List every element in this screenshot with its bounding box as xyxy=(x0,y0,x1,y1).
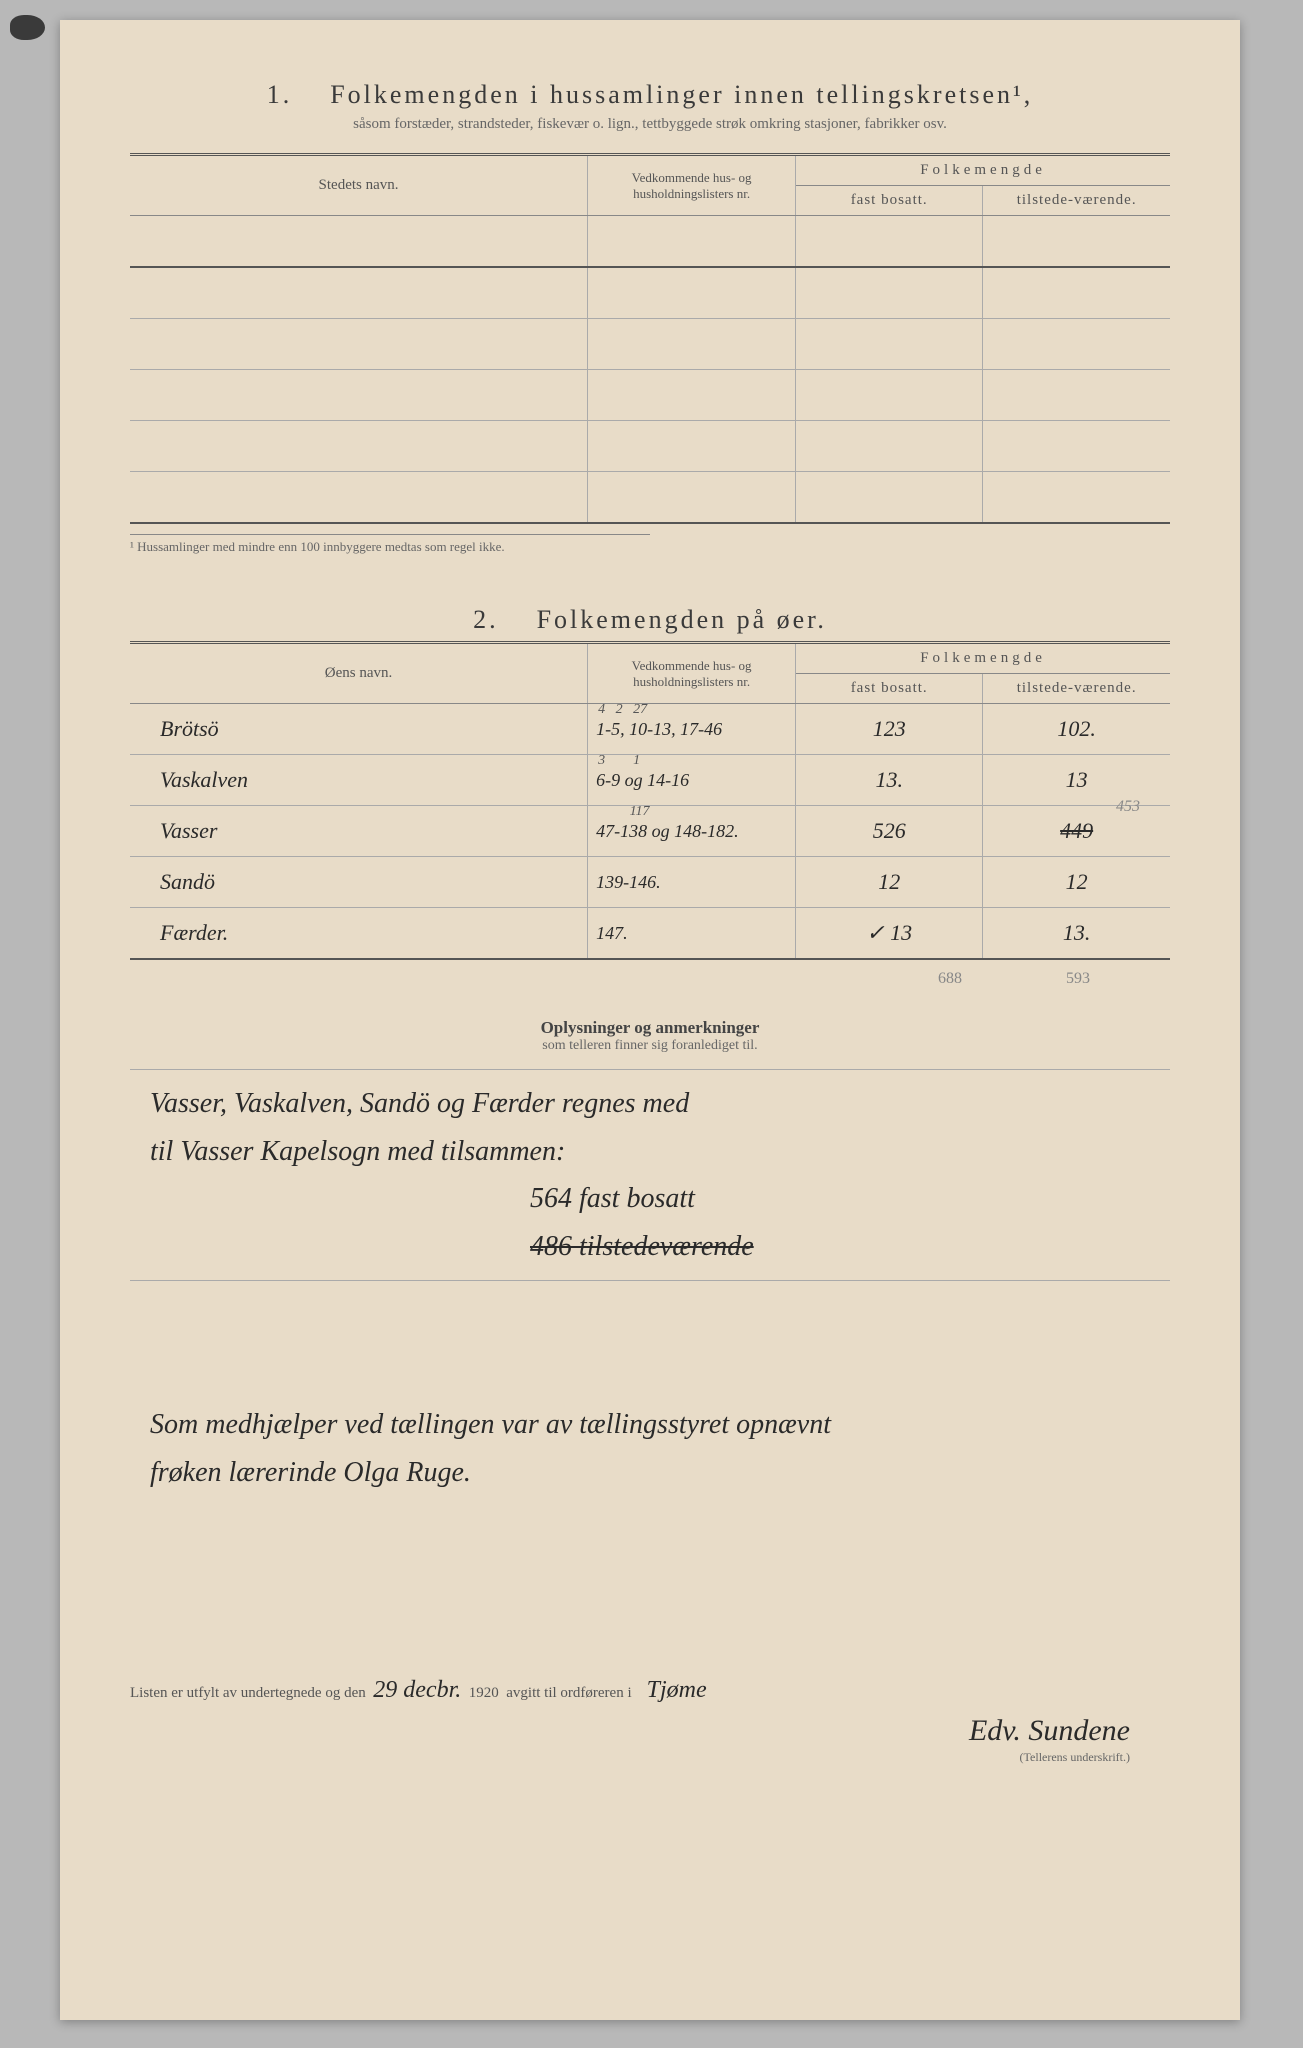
col-folkemengde: Folkemengde xyxy=(796,155,1170,186)
empty-cell xyxy=(588,267,796,319)
remark-text: til Vasser Kapelsogn med tilsammen: xyxy=(150,1136,565,1167)
footer-mid: avgitt til ordføreren i xyxy=(506,1685,631,1701)
footer-before: Listen er utfylt av undertegnede og den xyxy=(130,1685,366,1701)
island-fast: 123 xyxy=(796,704,983,755)
empty-cell xyxy=(130,319,588,370)
section1-number: 1. xyxy=(267,80,293,109)
corner-mark xyxy=(10,15,45,40)
island-nr: 4 2 271-5, 10-13, 17-46 xyxy=(588,704,796,755)
empty-cell xyxy=(588,216,796,268)
empty-cell xyxy=(130,267,588,319)
empty-cell xyxy=(796,370,983,421)
island-nr: 11747-138 og 148-182. xyxy=(588,806,796,857)
island-nr: 139-146. xyxy=(588,857,796,908)
empty-cell xyxy=(983,421,1170,472)
remarks-body: Vasser, Vaskalven, Sandö og Færder regne… xyxy=(130,1069,1170,1281)
remark-line: til Vasser Kapelsogn med tilsammen: xyxy=(130,1128,1170,1176)
island-til: 13 xyxy=(983,755,1170,806)
section1-title-text: Folkemengden i hussamlinger innen tellin… xyxy=(330,80,1033,109)
helper-line: Som medhjælper ved tællingen var av tæll… xyxy=(130,1401,1170,1449)
section2-title-text: Folkemengden på øer. xyxy=(537,605,827,634)
footer-place: Tjøme xyxy=(647,1677,707,1703)
empty-cell xyxy=(983,216,1170,268)
empty-cell xyxy=(796,319,983,370)
remark-total: 486 tilstedeværende xyxy=(130,1223,1170,1271)
remark-total: 564 fast bosatt xyxy=(130,1175,1170,1223)
footer-attestation: Listen er utfylt av undertegnede og den … xyxy=(130,1677,1170,1704)
col-listers-nr: Vedkommende hus- og husholdningslisters … xyxy=(588,155,796,216)
empty-cell xyxy=(796,216,983,268)
empty-cell xyxy=(588,319,796,370)
empty-cell xyxy=(983,267,1170,319)
col-tilstede: tilstede-værende. xyxy=(983,186,1170,216)
signature-block: Edv. Sundene xyxy=(130,1714,1170,1748)
col-stedets-navn: Stedets navn. xyxy=(130,155,588,216)
island-name: Sandö xyxy=(130,857,588,908)
col-folkemengde2: Folkemengde xyxy=(796,643,1170,674)
island-til: 12 xyxy=(983,857,1170,908)
island-name: Brötsö xyxy=(130,704,588,755)
section2-number: 2. xyxy=(473,605,499,634)
signature-label: (Tellerens underskrift.) xyxy=(130,1750,1170,1765)
empty-cell xyxy=(796,267,983,319)
totals-pencil: 688 593 xyxy=(130,970,1170,988)
island-til: 13. xyxy=(983,908,1170,960)
island-til: 453449 xyxy=(983,806,1170,857)
total-fast: 688 xyxy=(938,970,962,987)
empty-cell xyxy=(130,421,588,472)
empty-cell xyxy=(796,421,983,472)
document-page: 1. Folkemengden i hussamlinger innen tel… xyxy=(60,20,1240,2020)
empty-cell xyxy=(796,472,983,524)
empty-cell xyxy=(130,370,588,421)
table-oer: Øens navn. Vedkommende hus- og husholdni… xyxy=(130,641,1170,960)
footer-date: 29 decbr. xyxy=(373,1677,461,1703)
empty-cell xyxy=(130,472,588,524)
remark-total-strike: 486 tilstedeværende xyxy=(530,1231,754,1262)
empty-cell xyxy=(983,370,1170,421)
table-hussamlinger: Stedets navn. Vedkommende hus- og hushol… xyxy=(130,153,1170,524)
section1-title: 1. Folkemengden i hussamlinger innen tel… xyxy=(130,80,1170,110)
helper-line: frøken lærerinde Olga Ruge. xyxy=(130,1449,1170,1497)
island-fast: 12 xyxy=(796,857,983,908)
helper-note: Som medhjælper ved tællingen var av tæll… xyxy=(130,1401,1170,1496)
empty-cell xyxy=(983,472,1170,524)
empty-cell xyxy=(588,370,796,421)
island-fast: 526 xyxy=(796,806,983,857)
col-til2: tilstede-værende. xyxy=(983,674,1170,704)
section2-title: 2. Folkemengden på øer. xyxy=(130,605,1170,635)
empty-cell xyxy=(588,472,796,524)
island-name: Færder. xyxy=(130,908,588,960)
col-listers-nr2: Vedkommende hus- og husholdningslisters … xyxy=(588,643,796,704)
island-name: Vasser xyxy=(130,806,588,857)
col-oens-navn: Øens navn. xyxy=(130,643,588,704)
col-fast2: fast bosatt. xyxy=(796,674,983,704)
remarks-title: Oplysninger og anmerkninger xyxy=(130,1018,1170,1038)
island-fast: 13. xyxy=(796,755,983,806)
island-name: Vaskalven xyxy=(130,755,588,806)
empty-cell xyxy=(588,421,796,472)
section1-footnote: ¹ Hussamlinger med mindre enn 100 innbyg… xyxy=(130,534,650,555)
remark-line: Vasser, Vaskalven, Sandö og Færder regne… xyxy=(130,1080,1170,1128)
signature: Edv. Sundene xyxy=(969,1714,1170,1747)
col-fast-bosatt: fast bosatt. xyxy=(796,186,983,216)
section1-subtitle: såsom forstæder, strandsteder, fiskevær … xyxy=(130,116,1170,133)
empty-cell xyxy=(130,216,588,268)
remarks-subtitle: som telleren finner sig foranlediget til… xyxy=(130,1038,1170,1054)
island-nr: 3 16-9 og 14-16 xyxy=(588,755,796,806)
island-fast: ✓ 13 xyxy=(796,908,983,960)
island-til: 102. xyxy=(983,704,1170,755)
footer-year: 1920 xyxy=(469,1685,499,1701)
island-nr: 147. xyxy=(588,908,796,960)
empty-cell xyxy=(983,319,1170,370)
total-til: 593 xyxy=(1066,970,1090,987)
